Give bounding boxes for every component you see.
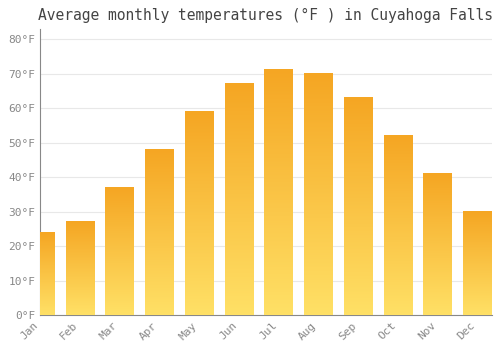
Bar <box>264 70 293 315</box>
Title: Average monthly temperatures (°F ) in Cuyahoga Falls: Average monthly temperatures (°F ) in Cu… <box>38 8 494 23</box>
Bar <box>344 98 372 315</box>
Bar <box>463 212 492 315</box>
Bar <box>384 136 412 315</box>
Bar <box>304 74 332 315</box>
Bar <box>224 84 253 315</box>
Bar <box>145 149 174 315</box>
Bar <box>106 188 134 315</box>
Bar <box>26 232 54 315</box>
Bar <box>185 112 214 315</box>
Bar <box>424 174 452 315</box>
Bar <box>66 222 94 315</box>
